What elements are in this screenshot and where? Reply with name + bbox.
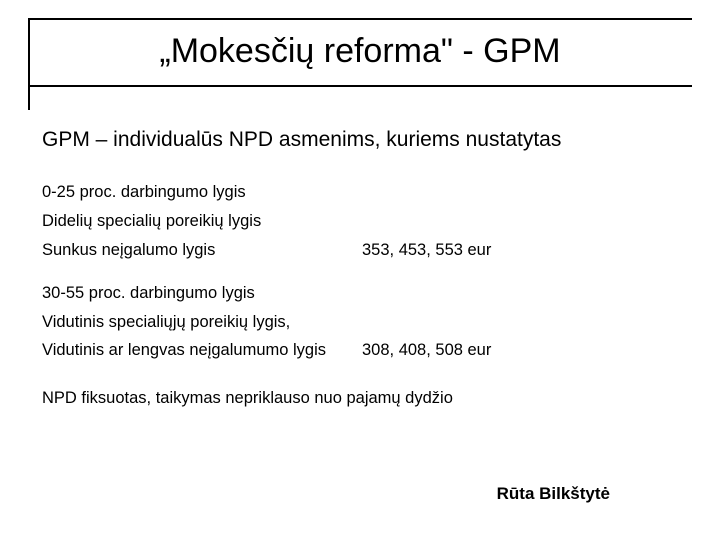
- group2-line2: Vidutinis specialiųjų poreikių lygis,: [42, 308, 678, 337]
- group2-line3-value: 308, 408, 508 eur: [362, 336, 678, 365]
- content-area: GPM – individualūs NPD asmenims, kuriems…: [42, 128, 678, 408]
- author-name: Rūta Bilkštytė: [497, 484, 610, 504]
- intro-text: GPM – individualūs NPD asmenims, kuriems…: [42, 128, 678, 152]
- group1-line1: 0-25 proc. darbingumo lygis: [42, 178, 678, 207]
- group1-line3-label: Sunkus neįgalumo lygis: [42, 236, 362, 265]
- group-gap: [42, 265, 678, 279]
- group2-line1: 30-55 proc. darbingumo lygis: [42, 279, 678, 308]
- body-lines: 0-25 proc. darbingumo lygis Didelių spec…: [42, 178, 678, 365]
- title-underline: [28, 85, 692, 87]
- group2-line3-label: Vidutinis ar lengvas neįgalumumo lygis: [42, 336, 362, 365]
- slide-title: „Mokesčių reforma" - GPM: [28, 20, 692, 85]
- group1-line2: Didelių specialių poreikių lygis: [42, 207, 678, 236]
- group1-line3: Sunkus neįgalumo lygis 353, 453, 553 eur: [42, 236, 678, 265]
- group1-line3-value: 353, 453, 553 eur: [362, 236, 678, 265]
- group2-line3: Vidutinis ar lengvas neįgalumumo lygis 3…: [42, 336, 678, 365]
- title-block: „Mokesčių reforma" - GPM: [28, 20, 692, 87]
- note-text: NPD fiksuotas, taikymas nepriklauso nuo …: [42, 389, 678, 408]
